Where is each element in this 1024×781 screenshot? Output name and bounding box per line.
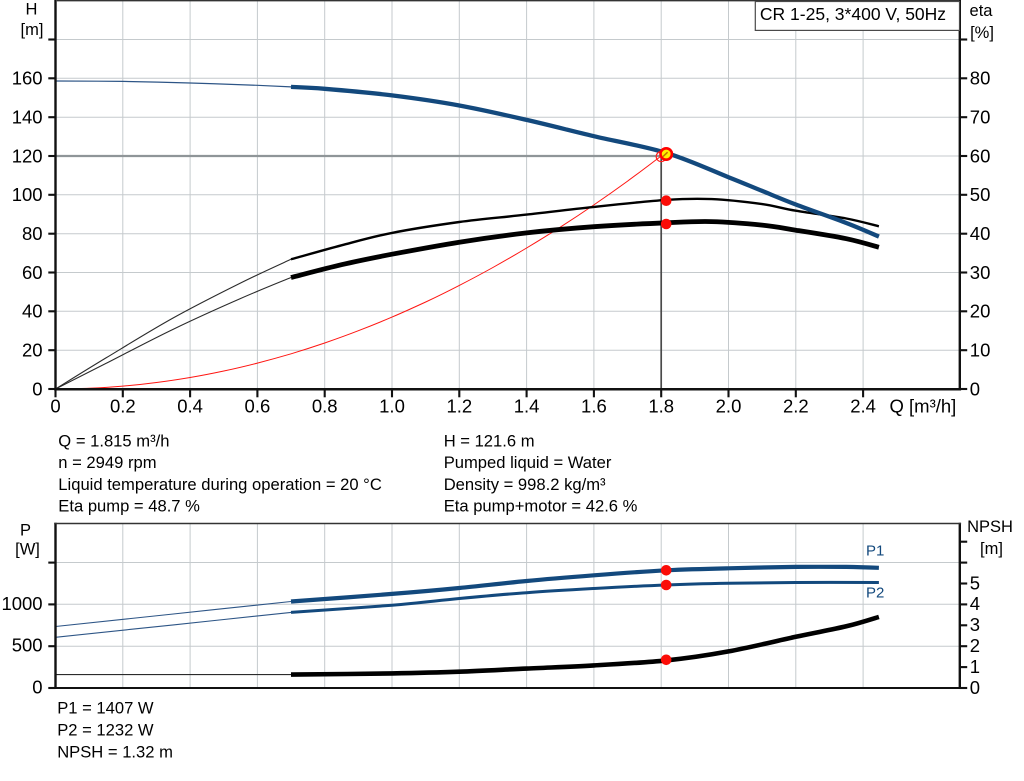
- svg-text:P2 = 1232 W: P2 = 1232 W: [57, 720, 154, 739]
- svg-text:0.2: 0.2: [110, 396, 136, 417]
- svg-text:P1 = 1407 W: P1 = 1407 W: [57, 699, 154, 718]
- svg-text:60: 60: [970, 145, 991, 166]
- svg-text:0: 0: [50, 396, 60, 417]
- svg-text:1.8: 1.8: [648, 396, 674, 417]
- svg-text:120: 120: [12, 145, 43, 166]
- svg-text:0.6: 0.6: [245, 396, 271, 417]
- svg-text:3: 3: [970, 614, 980, 635]
- svg-text:Liquid temperature during oper: Liquid temperature during operation = 20…: [58, 475, 382, 494]
- svg-text:1000: 1000: [1, 593, 42, 614]
- svg-text:0: 0: [32, 378, 42, 399]
- svg-text:5: 5: [970, 572, 980, 593]
- svg-text:Density = 998.2 kg/m³: Density = 998.2 kg/m³: [444, 475, 606, 494]
- svg-text:NPSH = 1.32 m: NPSH = 1.32 m: [57, 742, 173, 761]
- svg-text:NPSH: NPSH: [967, 518, 1013, 536]
- svg-text:2.0: 2.0: [716, 396, 742, 417]
- svg-text:Eta pump = 48.7 %: Eta pump = 48.7 %: [58, 497, 200, 516]
- svg-text:eta: eta: [970, 2, 994, 20]
- svg-text:[%]: [%]: [970, 24, 994, 42]
- svg-text:[m]: [m]: [21, 21, 44, 39]
- svg-text:80: 80: [22, 223, 43, 244]
- svg-text:140: 140: [12, 107, 43, 128]
- svg-text:[W]: [W]: [15, 541, 40, 559]
- svg-text:0: 0: [32, 676, 42, 697]
- svg-text:H: H: [26, 1, 38, 19]
- svg-text:20: 20: [22, 340, 43, 361]
- svg-text:60: 60: [22, 262, 43, 283]
- svg-text:0: 0: [970, 677, 980, 698]
- svg-text:Pumped liquid = Water: Pumped liquid = Water: [444, 453, 612, 472]
- svg-text:2: 2: [970, 635, 980, 656]
- svg-text:Q = 1.815 m³/h: Q = 1.815 m³/h: [58, 432, 169, 451]
- svg-text:160: 160: [12, 68, 43, 89]
- svg-text:0.4: 0.4: [177, 396, 203, 417]
- svg-text:40: 40: [970, 223, 991, 244]
- svg-text:80: 80: [970, 68, 991, 89]
- svg-text:CR 1-25, 3*400 V, 50Hz: CR 1-25, 3*400 V, 50Hz: [760, 4, 946, 24]
- svg-text:10: 10: [970, 340, 991, 361]
- svg-text:1.0: 1.0: [379, 396, 405, 417]
- svg-text:70: 70: [970, 107, 991, 128]
- svg-text:40: 40: [22, 301, 43, 322]
- svg-text:30: 30: [970, 262, 991, 283]
- svg-text:1: 1: [970, 656, 980, 677]
- svg-text:500: 500: [12, 635, 43, 656]
- svg-text:0.8: 0.8: [312, 396, 338, 417]
- svg-text:[m]: [m]: [980, 540, 1003, 558]
- svg-text:1.2: 1.2: [446, 396, 472, 417]
- svg-text:Eta pump+motor = 42.6 %: Eta pump+motor = 42.6 %: [444, 497, 638, 516]
- svg-text:1.4: 1.4: [514, 396, 540, 417]
- svg-text:1.6: 1.6: [581, 396, 607, 417]
- svg-text:100: 100: [12, 184, 43, 205]
- svg-text:Q [m³/h]: Q [m³/h]: [890, 396, 957, 417]
- svg-text:4: 4: [970, 593, 980, 614]
- svg-text:P1: P1: [866, 543, 884, 560]
- svg-text:0: 0: [970, 378, 980, 399]
- svg-text:n = 2949 rpm: n = 2949 rpm: [58, 453, 156, 472]
- svg-text:P: P: [20, 522, 31, 540]
- svg-text:2.4: 2.4: [850, 396, 876, 417]
- svg-text:2.2: 2.2: [783, 396, 809, 417]
- svg-text:20: 20: [970, 301, 991, 322]
- svg-text:H = 121.6 m: H = 121.6 m: [444, 432, 535, 451]
- svg-text:P2: P2: [866, 585, 884, 602]
- svg-text:50: 50: [970, 184, 991, 205]
